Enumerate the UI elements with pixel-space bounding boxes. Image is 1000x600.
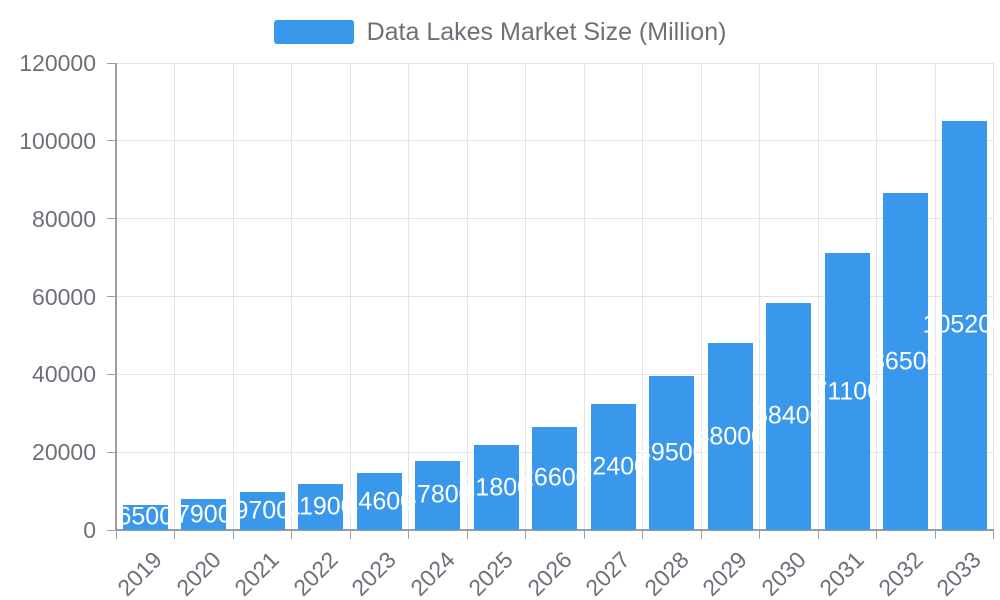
x-gridline [642,63,643,530]
bar-value-label: 48000 [695,422,766,451]
x-gridline [408,63,409,530]
x-gridline [525,63,526,530]
x-axis-tick [349,530,351,539]
x-axis-category-label: 2030 [755,546,811,600]
y-axis-tick-label: 100000 [19,127,96,154]
x-gridline [232,63,234,530]
y-axis-tick-label: 40000 [32,361,96,388]
x-axis-tick [817,530,819,539]
y-axis-tick [107,62,116,64]
bar-2030: 58400 [754,302,824,530]
bar-2033: 105200 [923,120,1000,530]
bar-value-label: 11900 [286,492,355,521]
x-axis-tick [408,530,409,539]
bar-value-label: 26600 [520,463,590,492]
bar-2029: 48000 [696,343,765,530]
x-gridline [291,63,292,530]
x-axis-tick [583,530,585,539]
x-axis-category-label: 2025 [463,546,518,600]
x-axis-category-label: 2029 [697,546,752,600]
y-axis-line [115,63,117,530]
bar-2020: 7900 [176,499,232,530]
x-gridline [466,63,468,530]
x-axis-category-label: 2026 [521,546,577,600]
y-axis-tick-label: 0 [83,517,96,543]
y-axis-tick-label: 80000 [32,205,96,232]
x-axis-tick [759,530,760,539]
chart-legend: Data Lakes Market Size (Million) [0,17,1000,47]
x-axis-tick [115,530,117,539]
x-axis-category-label: 2027 [580,546,635,600]
x-axis-category-label: 2020 [170,546,226,600]
bar-value-label: 17800 [403,480,473,509]
bar-2032: 86500 [871,193,941,530]
x-gridline [934,63,936,530]
x-gridline [759,63,760,530]
legend-swatch[interactable] [273,20,354,44]
bar-value-label: 14600 [344,487,415,516]
bar-2031: 71100 [813,253,881,530]
x-axis-category-label: 2031 [814,546,869,600]
bar-2019: 6500 [117,503,173,531]
bar-value-label: 9700 [234,496,291,525]
x-axis-tick [466,530,468,539]
y-gridline [116,62,994,64]
x-axis-tick [525,530,526,539]
x-gridline [817,63,819,530]
bar-2026: 26600 [520,426,590,530]
y-gridline [116,373,994,375]
x-gridline [349,63,351,530]
y-axis-tick [107,140,116,142]
x-axis-tick [174,530,175,539]
x-axis-category-label: 2028 [638,546,694,600]
legend-label[interactable]: Data Lakes Market Size (Million) [366,18,727,46]
x-axis-tick [232,530,234,539]
bar-value-label: 7900 [175,500,232,529]
y-gridline [116,140,994,142]
bar-value-label: 71100 [813,377,882,406]
x-axis-tick [642,530,643,539]
y-axis-tick-label: 120000 [19,50,96,76]
x-axis-tick [291,530,292,539]
x-axis-category-label: 2024 [404,546,460,600]
bar-value-label: 39500 [637,438,707,467]
y-gridline [116,296,994,297]
x-gridline [583,63,585,530]
bar-value-label: 58400 [754,401,824,430]
x-axis-category-label: 2019 [112,546,167,600]
bar-2025: 21800 [462,445,531,530]
x-axis-tick [876,530,877,539]
bar-value-label: 21800 [461,473,532,502]
x-axis-category-label: 2033 [931,546,986,600]
y-axis-tick [107,451,116,453]
x-axis-line [115,529,994,531]
x-gridline [700,63,702,530]
y-axis-tick-label: 20000 [32,439,96,466]
y-axis-tick [107,218,116,220]
y-gridline [116,218,994,220]
y-axis-tick [107,373,116,375]
bar-2021: 9700 [234,492,290,530]
bar-2027: 32400 [579,403,648,530]
x-axis-category-label: 2021 [229,546,284,600]
x-axis-category-label: 2032 [872,546,928,600]
y-axis-tick [107,296,116,297]
x-gridline [876,63,877,530]
y-axis-tick [107,529,116,531]
y-axis-tick-label: 60000 [32,283,96,310]
x-axis-category-label: 2023 [346,546,401,600]
bar-value-label: 32400 [578,452,649,481]
x-axis-tick [934,530,936,539]
x-axis-tick [993,530,994,539]
x-gridline [993,63,994,530]
bar-2024: 17800 [403,460,473,530]
x-axis-category-label: 2022 [287,546,343,600]
x-axis-tick [700,530,702,539]
bar-2022: 11900 [287,483,355,530]
x-gridline [174,63,175,530]
bar-2023: 14600 [345,473,414,530]
bar-2028: 39500 [637,376,707,530]
